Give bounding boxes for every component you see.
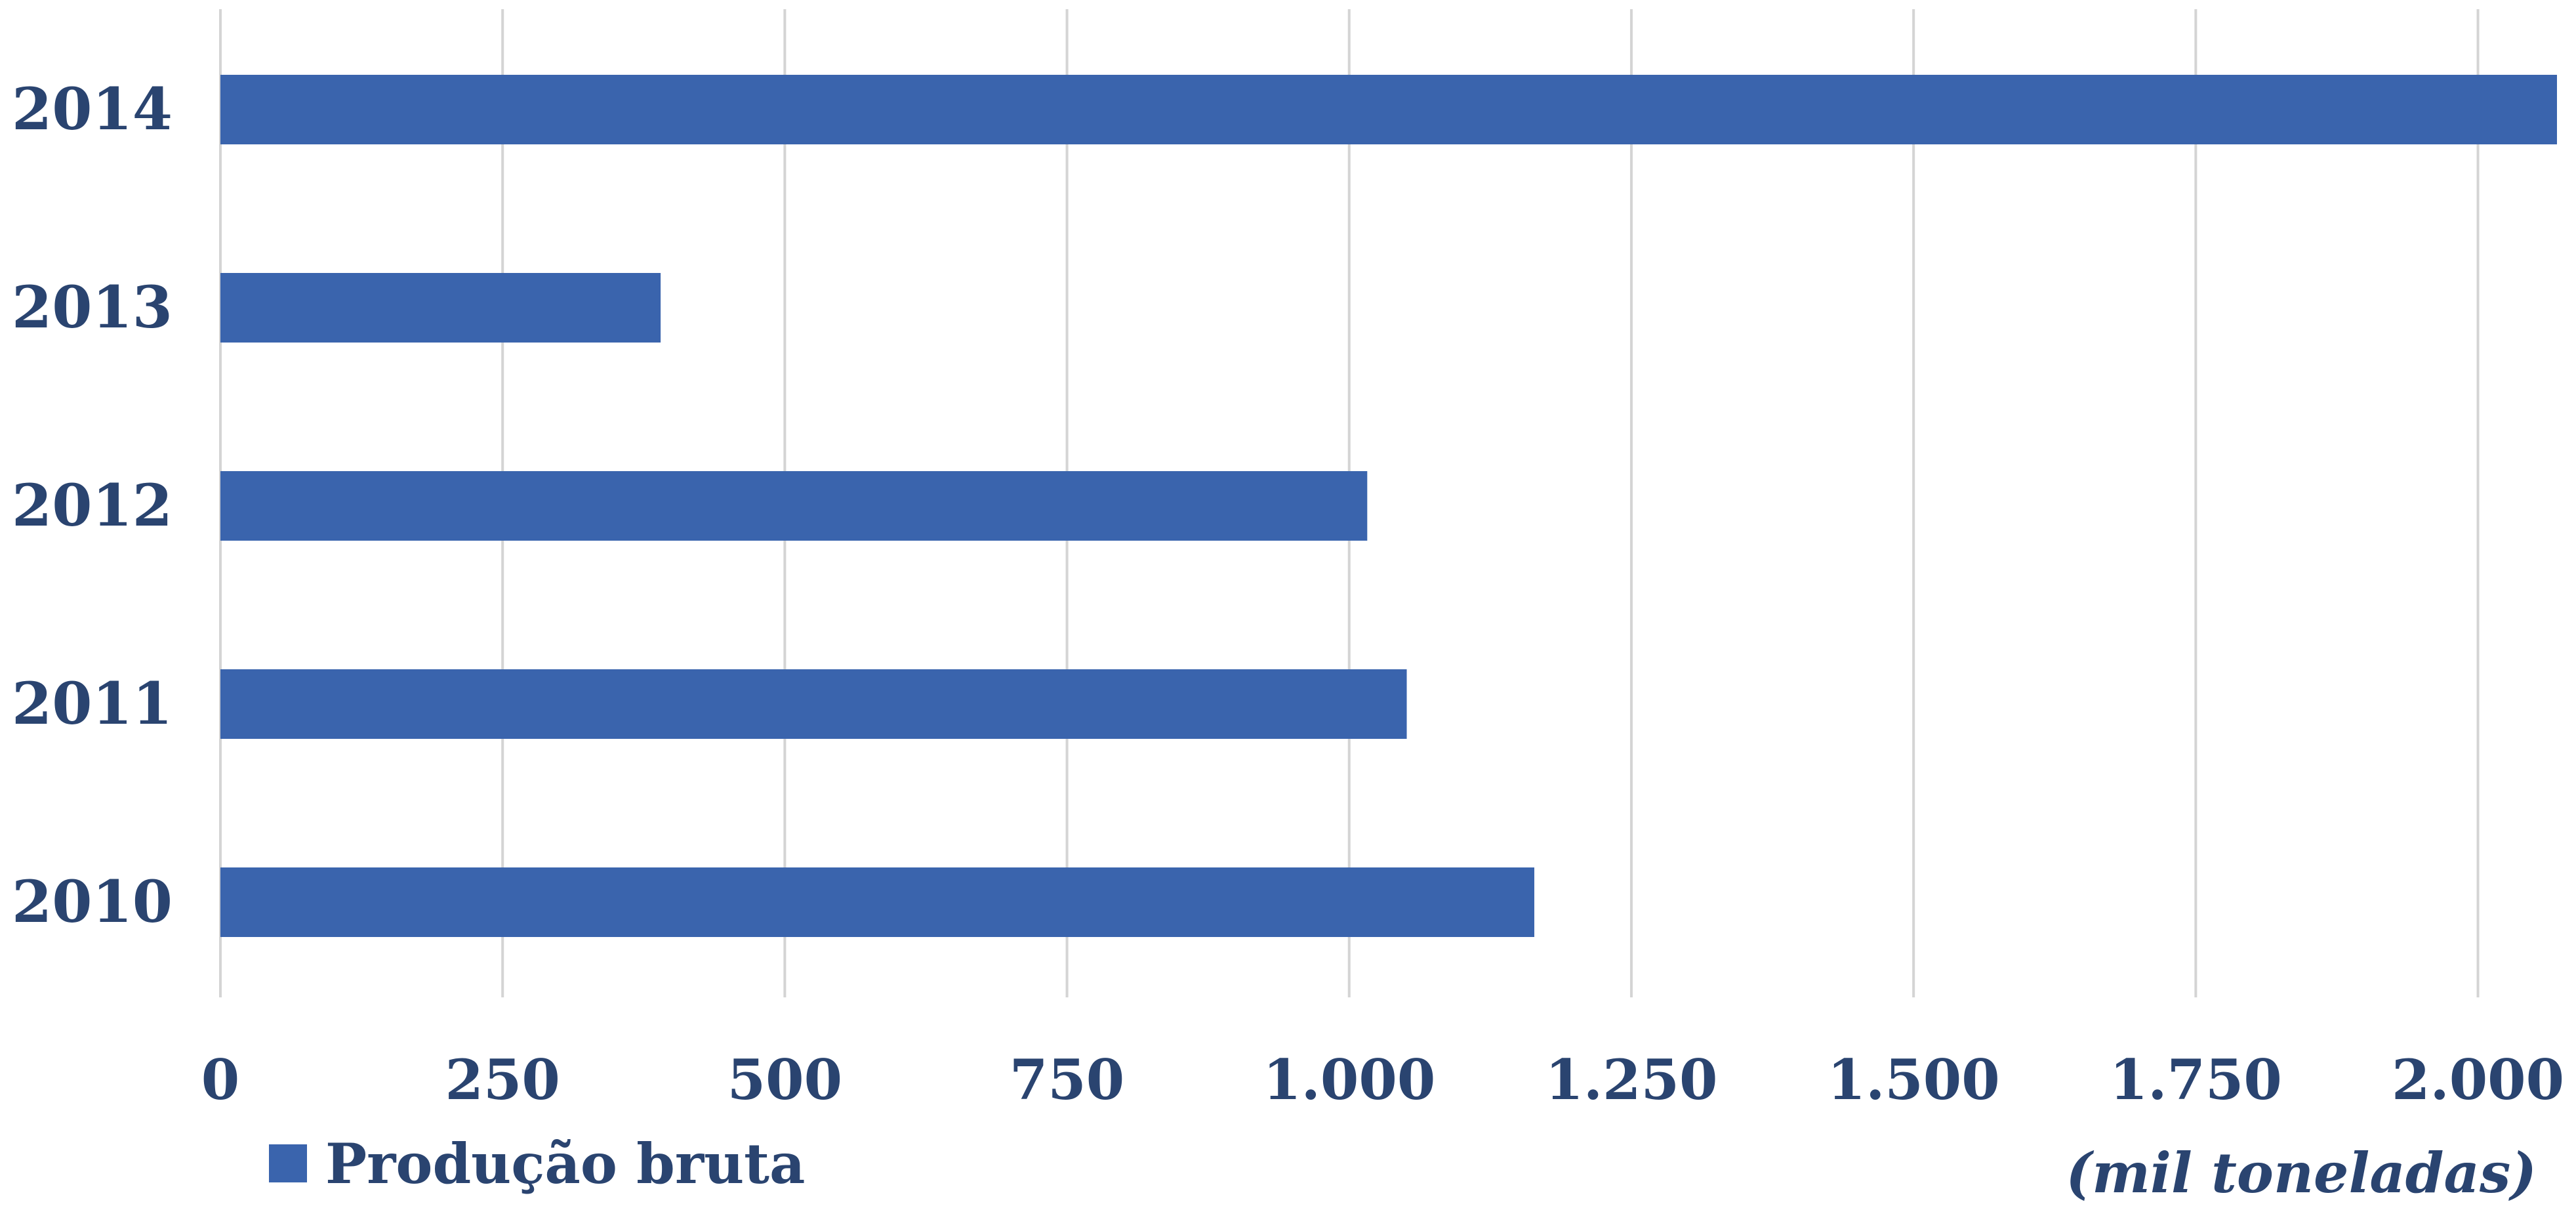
x-tick-label: 750 <box>1010 1047 1124 1112</box>
x-tick-label: 1.000 <box>1263 1047 1435 1112</box>
bar-layer <box>220 75 2557 937</box>
category-label-2014: 2014 <box>12 75 173 143</box>
category-label-2011: 2011 <box>12 669 173 738</box>
x-tick-label: 1.500 <box>1828 1047 2000 1112</box>
x-tick-label: 2.000 <box>2392 1047 2564 1112</box>
bar-2012 <box>220 471 1368 541</box>
x-tick-label: 0 <box>201 1047 239 1112</box>
x-tick-label-layer: 0 250 500 750 1.000 1.250 1.500 1.750 2.000 <box>201 1047 2564 1112</box>
category-label-2013: 2013 <box>12 273 173 341</box>
bar-2013 <box>220 273 661 343</box>
legend: Produção bruta <box>269 1131 806 1196</box>
bar-2010 <box>220 867 1534 937</box>
category-label-layer: 2014 2013 2012 2011 2010 <box>12 75 173 936</box>
x-tick-label: 1.750 <box>2110 1047 2282 1112</box>
x-tick-label: 250 <box>445 1047 560 1112</box>
legend-swatch <box>269 1144 307 1182</box>
category-label-2012: 2012 <box>12 471 173 539</box>
category-label-2010: 2010 <box>12 867 173 936</box>
bar-2011 <box>220 669 1407 739</box>
bar-2014 <box>220 75 2557 144</box>
legend-label: Produção bruta <box>325 1131 806 1196</box>
x-tick-label: 1.250 <box>1545 1047 1717 1112</box>
unit-note: (mil toneladas) <box>2066 1140 2537 1205</box>
x-tick-label: 500 <box>727 1047 842 1112</box>
